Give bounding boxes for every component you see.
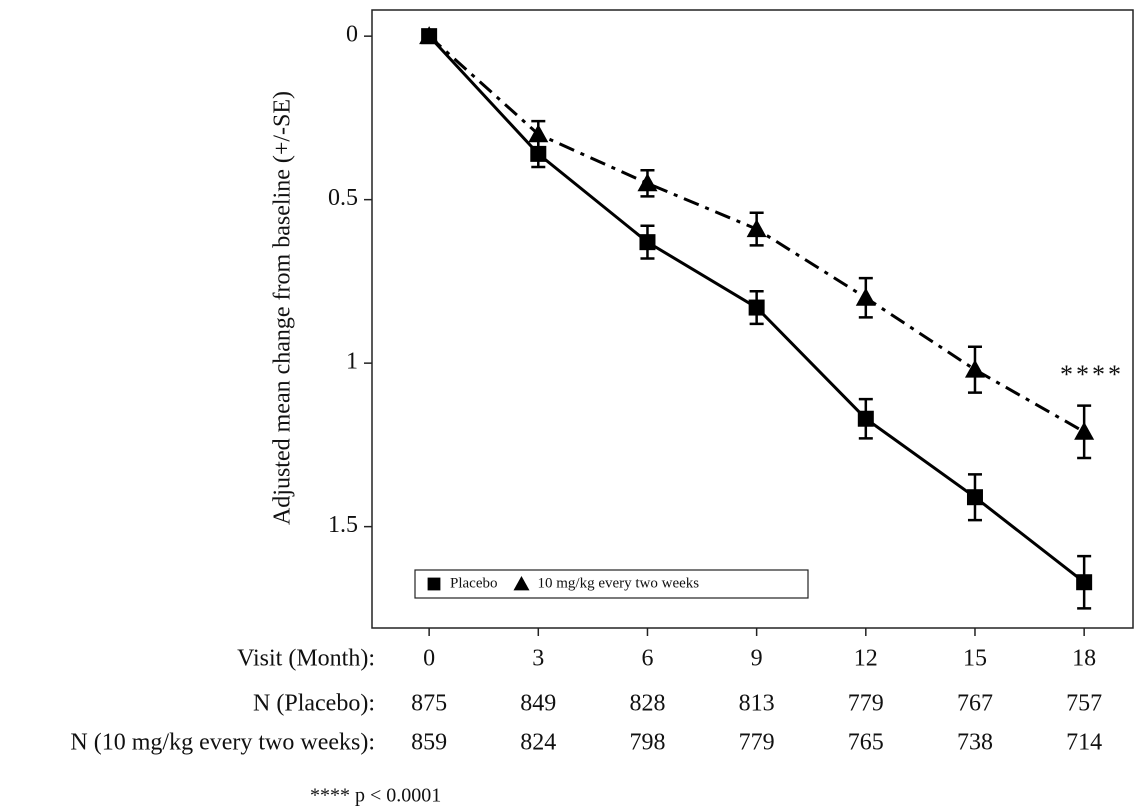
n-row-label: N (Placebo): xyxy=(253,691,375,717)
legend-label: 10 mg/kg every two weeks xyxy=(537,575,699,591)
marker xyxy=(857,410,874,427)
n-row-label: N (10 mg/kg every two weeks): xyxy=(70,730,375,756)
significance-annotation: **** xyxy=(1060,360,1124,389)
marker xyxy=(746,219,767,238)
y-axis-label: Adjusted mean change from baseline (+/-S… xyxy=(270,91,296,525)
x-tick-label: 6 xyxy=(641,646,653,672)
x-tick-label: 15 xyxy=(963,646,987,672)
marker xyxy=(637,173,658,192)
marker xyxy=(639,234,656,251)
legend-label: Placebo xyxy=(450,575,497,591)
marker xyxy=(419,26,440,45)
plot-frame xyxy=(371,9,1134,629)
n-value: 779 xyxy=(848,691,884,717)
y-tick-label: 0.5 xyxy=(328,185,358,211)
n-value: 714 xyxy=(1066,730,1102,756)
legend-box xyxy=(414,569,809,599)
x-row-label: Visit (Month): xyxy=(237,646,375,672)
n-value: 828 xyxy=(629,691,665,717)
n-value: 765 xyxy=(848,730,884,756)
y-tick-label: 0 xyxy=(346,22,358,48)
x-tick-label: 9 xyxy=(751,646,763,672)
n-value: 738 xyxy=(957,730,993,756)
n-value: 757 xyxy=(1066,691,1102,717)
marker xyxy=(530,145,547,162)
n-value: 798 xyxy=(629,730,665,756)
marker xyxy=(748,299,765,316)
n-value: 875 xyxy=(411,691,447,717)
marker xyxy=(427,577,441,591)
n-value: 859 xyxy=(411,730,447,756)
x-tick-label: 12 xyxy=(854,646,878,672)
y-tick-label: 1.5 xyxy=(328,512,358,538)
marker xyxy=(855,287,876,306)
n-value: 767 xyxy=(957,691,993,717)
marker xyxy=(513,576,530,591)
x-tick-label: 3 xyxy=(532,646,544,672)
marker xyxy=(1074,421,1095,440)
x-tick-label: 0 xyxy=(423,646,435,672)
n-value: 813 xyxy=(739,691,775,717)
n-value: 779 xyxy=(739,730,775,756)
y-tick-label: 1 xyxy=(346,349,358,375)
marker xyxy=(528,124,549,143)
marker xyxy=(964,359,985,378)
footnote: **** p < 0.0001 xyxy=(310,785,441,807)
x-tick-label: 18 xyxy=(1072,646,1096,672)
n-value: 849 xyxy=(520,691,556,717)
n-value: 824 xyxy=(520,730,556,756)
marker xyxy=(966,489,983,506)
marker xyxy=(1076,574,1093,591)
